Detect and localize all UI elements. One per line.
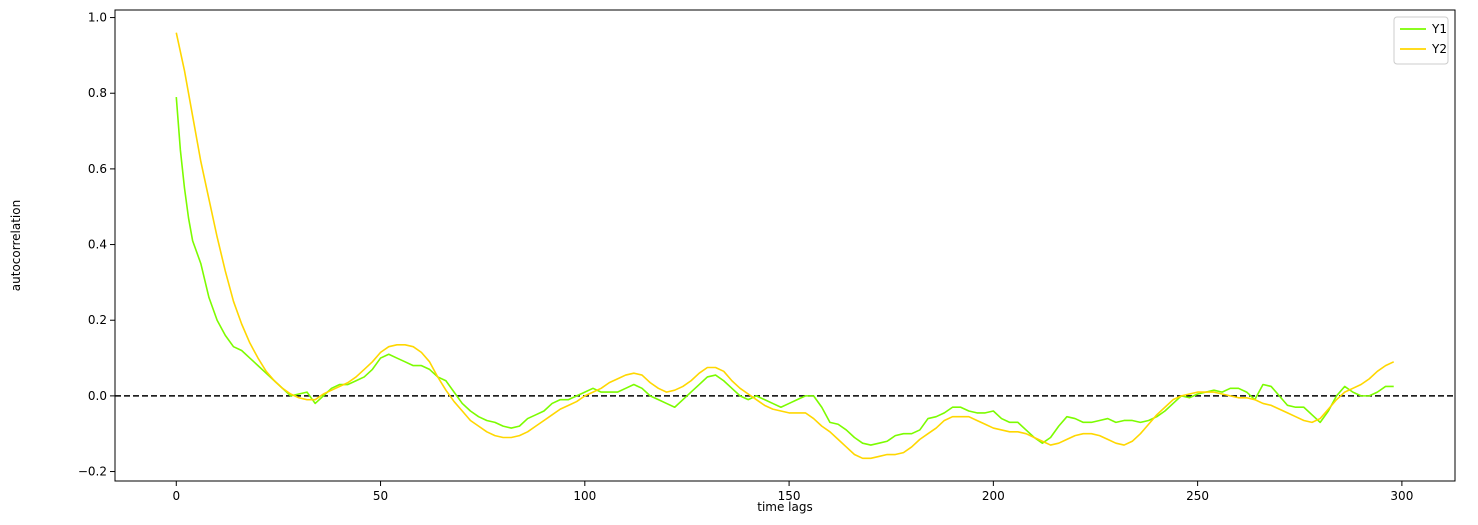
y-tick-label: 0.6 [88,162,107,176]
plot-frame [114,9,1456,482]
x-tick-label: 300 [1390,489,1413,503]
x-tick-label: 200 [982,489,1005,503]
y-tick-label: 0.2 [88,313,107,327]
x-axis: 0 50 100 150 200 250 300 [172,481,1413,503]
plot-area [114,9,1456,482]
y-tick-label: 1.0 [88,11,107,25]
x-tick-label: 50 [373,489,388,503]
y-axis: −0.2 0.0 0.2 0.4 0.6 0.8 1.0 [78,11,115,479]
y-tick-label: 0.4 [88,238,107,252]
y-tick-label: −0.2 [78,465,107,479]
series-line-y2 [175,32,1395,460]
x-tick-label: 100 [573,489,596,503]
legend-label-y2: Y2 [1431,42,1447,56]
y-tick-label: 0.8 [88,86,107,100]
x-axis-label: time lags [757,500,812,514]
x-tick-label: 150 [778,489,801,503]
legend-label-y1: Y1 [1431,22,1447,36]
series-line-y1 [175,96,1394,446]
x-tick-label: 250 [1186,489,1209,503]
y-tick-label: 0.0 [88,389,107,403]
y-axis-label: autocorrelation [9,200,23,291]
x-tick-label: 0 [172,489,180,503]
